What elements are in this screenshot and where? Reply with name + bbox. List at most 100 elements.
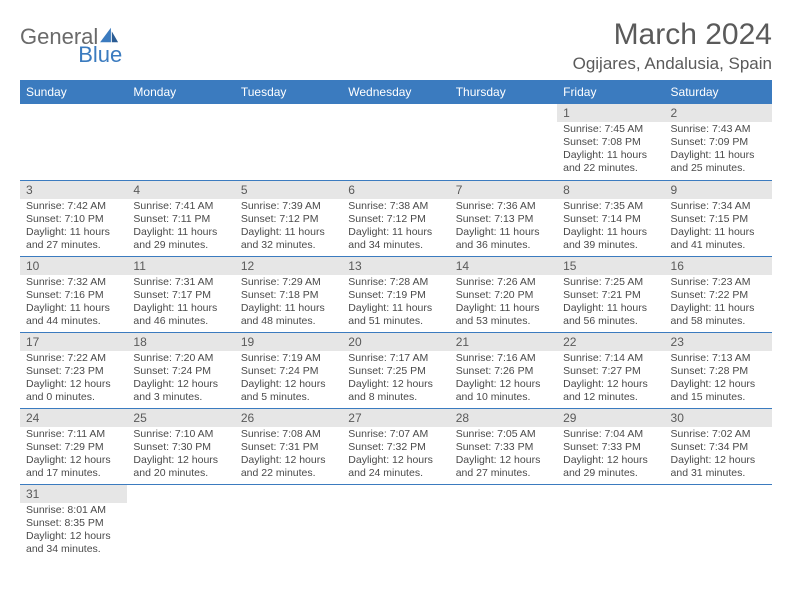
sunset-line: Sunset: 7:16 PM (26, 289, 121, 302)
calendar-cell: 13Sunrise: 7:28 AMSunset: 7:19 PMDayligh… (342, 256, 449, 332)
daylight-line: Daylight: 12 hours and 3 minutes. (133, 378, 228, 404)
daylight-line: Daylight: 11 hours and 56 minutes. (563, 302, 658, 328)
daylight-line: Daylight: 12 hours and 24 minutes. (348, 454, 443, 480)
calendar-row: 24Sunrise: 7:11 AMSunset: 7:29 PMDayligh… (20, 408, 772, 484)
sunrise-line: Sunrise: 7:32 AM (26, 276, 121, 289)
calendar-cell (127, 104, 234, 180)
day-details: Sunrise: 7:07 AMSunset: 7:32 PMDaylight:… (342, 427, 449, 482)
sunset-line: Sunset: 7:29 PM (26, 441, 121, 454)
daylight-line: Daylight: 12 hours and 34 minutes. (26, 530, 121, 556)
calendar-cell: 19Sunrise: 7:19 AMSunset: 7:24 PMDayligh… (235, 332, 342, 408)
sunset-line: Sunset: 7:22 PM (671, 289, 766, 302)
daylight-line: Daylight: 11 hours and 41 minutes. (671, 226, 766, 252)
day-number: 1 (557, 104, 664, 122)
day-details: Sunrise: 7:10 AMSunset: 7:30 PMDaylight:… (127, 427, 234, 482)
day-details: Sunrise: 7:17 AMSunset: 7:25 PMDaylight:… (342, 351, 449, 406)
calendar-cell: 27Sunrise: 7:07 AMSunset: 7:32 PMDayligh… (342, 408, 449, 484)
calendar-cell (557, 484, 664, 560)
calendar-cell: 25Sunrise: 7:10 AMSunset: 7:30 PMDayligh… (127, 408, 234, 484)
daylight-line: Daylight: 12 hours and 12 minutes. (563, 378, 658, 404)
calendar-cell (342, 104, 449, 180)
day-details: Sunrise: 7:22 AMSunset: 7:23 PMDaylight:… (20, 351, 127, 406)
weekday-header-row: Sunday Monday Tuesday Wednesday Thursday… (20, 80, 772, 104)
daylight-line: Daylight: 11 hours and 39 minutes. (563, 226, 658, 252)
daylight-line: Daylight: 11 hours and 36 minutes. (456, 226, 551, 252)
calendar-cell: 17Sunrise: 7:22 AMSunset: 7:23 PMDayligh… (20, 332, 127, 408)
sunrise-line: Sunrise: 7:13 AM (671, 352, 766, 365)
daylight-line: Daylight: 11 hours and 53 minutes. (456, 302, 551, 328)
day-number: 10 (20, 257, 127, 275)
day-number: 30 (665, 409, 772, 427)
sunrise-line: Sunrise: 7:05 AM (456, 428, 551, 441)
sunrise-line: Sunrise: 8:01 AM (26, 504, 121, 517)
sunset-line: Sunset: 7:31 PM (241, 441, 336, 454)
location-text: Ogijares, Andalusia, Spain (573, 54, 772, 74)
sunset-line: Sunset: 7:09 PM (671, 136, 766, 149)
day-number: 4 (127, 181, 234, 199)
calendar-body: 1Sunrise: 7:45 AMSunset: 7:08 PMDaylight… (20, 104, 772, 560)
day-details: Sunrise: 7:43 AMSunset: 7:09 PMDaylight:… (665, 122, 772, 177)
daylight-line: Daylight: 11 hours and 51 minutes. (348, 302, 443, 328)
sunset-line: Sunset: 7:19 PM (348, 289, 443, 302)
sunrise-line: Sunrise: 7:17 AM (348, 352, 443, 365)
calendar-cell: 18Sunrise: 7:20 AMSunset: 7:24 PMDayligh… (127, 332, 234, 408)
daylight-line: Daylight: 12 hours and 0 minutes. (26, 378, 121, 404)
sunrise-line: Sunrise: 7:28 AM (348, 276, 443, 289)
day-details: Sunrise: 7:20 AMSunset: 7:24 PMDaylight:… (127, 351, 234, 406)
daylight-line: Daylight: 12 hours and 31 minutes. (671, 454, 766, 480)
sunrise-line: Sunrise: 7:29 AM (241, 276, 336, 289)
day-number: 26 (235, 409, 342, 427)
daylight-line: Daylight: 11 hours and 27 minutes. (26, 226, 121, 252)
weekday-header: Tuesday (235, 80, 342, 104)
title-block: March 2024 Ogijares, Andalusia, Spain (573, 18, 772, 74)
sunset-line: Sunset: 7:33 PM (563, 441, 658, 454)
daylight-line: Daylight: 11 hours and 32 minutes. (241, 226, 336, 252)
calendar-cell: 12Sunrise: 7:29 AMSunset: 7:18 PMDayligh… (235, 256, 342, 332)
day-number: 27 (342, 409, 449, 427)
day-number: 5 (235, 181, 342, 199)
calendar-cell (235, 104, 342, 180)
day-number: 22 (557, 333, 664, 351)
calendar-row: 31Sunrise: 8:01 AMSunset: 8:35 PMDayligh… (20, 484, 772, 560)
day-number: 28 (450, 409, 557, 427)
daylight-line: Daylight: 11 hours and 25 minutes. (671, 149, 766, 175)
calendar-cell: 24Sunrise: 7:11 AMSunset: 7:29 PMDayligh… (20, 408, 127, 484)
day-number: 9 (665, 181, 772, 199)
day-details: Sunrise: 7:35 AMSunset: 7:14 PMDaylight:… (557, 199, 664, 254)
weekday-header: Monday (127, 80, 234, 104)
sunset-line: Sunset: 7:12 PM (348, 213, 443, 226)
day-number: 25 (127, 409, 234, 427)
day-number: 29 (557, 409, 664, 427)
calendar-row: 10Sunrise: 7:32 AMSunset: 7:16 PMDayligh… (20, 256, 772, 332)
sunrise-line: Sunrise: 7:45 AM (563, 123, 658, 136)
calendar-row: 3Sunrise: 7:42 AMSunset: 7:10 PMDaylight… (20, 180, 772, 256)
daylight-line: Daylight: 12 hours and 15 minutes. (671, 378, 766, 404)
day-details: Sunrise: 7:26 AMSunset: 7:20 PMDaylight:… (450, 275, 557, 330)
sunrise-line: Sunrise: 7:20 AM (133, 352, 228, 365)
calendar-cell: 30Sunrise: 7:02 AMSunset: 7:34 PMDayligh… (665, 408, 772, 484)
sunrise-line: Sunrise: 7:25 AM (563, 276, 658, 289)
day-details: Sunrise: 7:02 AMSunset: 7:34 PMDaylight:… (665, 427, 772, 482)
sunset-line: Sunset: 7:34 PM (671, 441, 766, 454)
day-number: 3 (20, 181, 127, 199)
sunset-line: Sunset: 7:25 PM (348, 365, 443, 378)
sunrise-line: Sunrise: 7:02 AM (671, 428, 766, 441)
calendar-cell: 29Sunrise: 7:04 AMSunset: 7:33 PMDayligh… (557, 408, 664, 484)
daylight-line: Daylight: 11 hours and 44 minutes. (26, 302, 121, 328)
calendar-cell (20, 104, 127, 180)
calendar-cell: 3Sunrise: 7:42 AMSunset: 7:10 PMDaylight… (20, 180, 127, 256)
sunrise-line: Sunrise: 7:41 AM (133, 200, 228, 213)
sunrise-line: Sunrise: 7:34 AM (671, 200, 766, 213)
calendar-cell: 22Sunrise: 7:14 AMSunset: 7:27 PMDayligh… (557, 332, 664, 408)
sunrise-line: Sunrise: 7:43 AM (671, 123, 766, 136)
logo: GeneralBlue (20, 26, 122, 66)
sunset-line: Sunset: 7:12 PM (241, 213, 336, 226)
weekday-header: Friday (557, 80, 664, 104)
day-details: Sunrise: 7:25 AMSunset: 7:21 PMDaylight:… (557, 275, 664, 330)
sunset-line: Sunset: 7:23 PM (26, 365, 121, 378)
daylight-line: Daylight: 12 hours and 29 minutes. (563, 454, 658, 480)
sunrise-line: Sunrise: 7:35 AM (563, 200, 658, 213)
sunrise-line: Sunrise: 7:22 AM (26, 352, 121, 365)
sunrise-line: Sunrise: 7:39 AM (241, 200, 336, 213)
weekday-header: Wednesday (342, 80, 449, 104)
